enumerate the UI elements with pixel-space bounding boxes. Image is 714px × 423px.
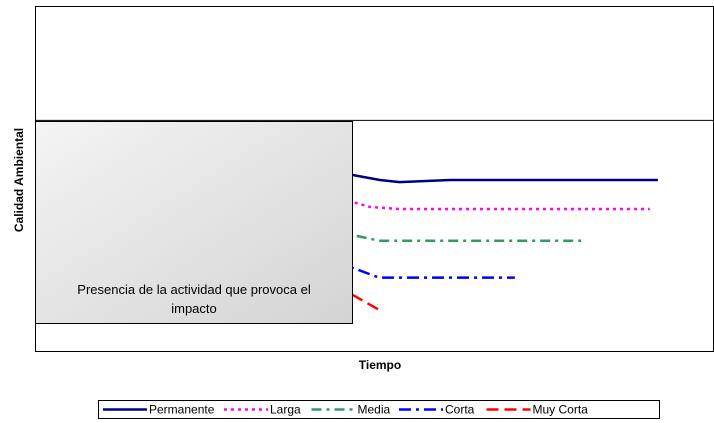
y-axis-label: Calidad Ambiental — [12, 128, 26, 232]
legend-label: Permanente — [149, 403, 215, 417]
annotation-container: Presencia de la actividad que provoca el… — [77, 281, 311, 316]
legend-label: Media — [358, 403, 391, 417]
legend-label: Muy Corta — [533, 403, 589, 417]
legend-label: Corta — [445, 403, 475, 417]
annotation: Presencia de la actividad que provoca el… — [77, 281, 311, 316]
activity-box — [35, 121, 353, 324]
legend — [98, 400, 660, 419]
x-axis-label: Tiempo — [359, 358, 401, 372]
legend-items: Permanente Larga Media Corta Muy Corta — [103, 403, 588, 417]
series-line — [333, 200, 650, 211]
legend-label: Larga — [270, 403, 301, 417]
